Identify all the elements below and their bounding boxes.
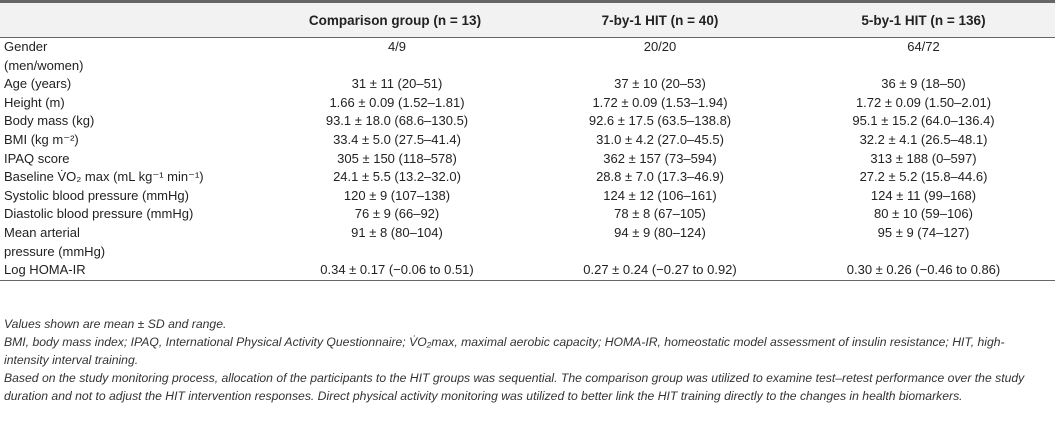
cell-hit7: 31.0 ± 4.2 (27.0–45.5) [596, 131, 724, 147]
cell-comparison: 4/9 [387, 39, 407, 54]
cell-hit7: 0.27 ± 0.24 (−0.27 to 0.92) [528, 261, 792, 281]
cell-comparison: 120 ± 9 (107–138) [343, 187, 451, 203]
cell-hit5: 95 ± 9 (74–127) [877, 224, 970, 240]
cell-hit7: 78 ± 8 (67–105) [614, 206, 706, 222]
row-label: Height (m) [4, 94, 65, 110]
cell-comparison: 24.1 ± 5.5 (13.2–32.0) [333, 169, 461, 185]
row-label: Age (years) [4, 76, 72, 92]
footnote: BMI, body mass index; IPAQ, Internationa… [4, 335, 1005, 367]
cell-comparison: 93.1 ± 18.0 (68.6–130.5) [325, 113, 469, 129]
cell-hit7: 1.72 ± 0.09 (1.53–1.94) [592, 94, 728, 110]
row-label: Systolic blood pressure (mmHg) [4, 187, 189, 203]
cell-hit7: 20/20 [643, 39, 677, 54]
table-header-row: Comparison group (n = 13) 7-by-1 HIT (n =… [0, 3, 1055, 38]
table-row: BMI (kg m⁻²) 33.4 ± 5.0 (27.5–41.4) 31.0 ±… [0, 131, 1055, 150]
table-body: Gender (men/women) 4/9 20/20 64/72 Age (year… [0, 38, 1055, 281]
table-row: Body mass (kg) 93.1 ± 18.0 (68.6–130.5) 92… [0, 112, 1055, 131]
table-row: Diastolic blood pressure (mmHg) 76 ± 9 (6… [0, 205, 1055, 224]
table-row: Height (m) 1.66 ± 0.09 (1.52–1.81) 1.72 ± … [0, 94, 1055, 113]
cell-hit7: 37 ± 10 (20–53) [614, 76, 706, 92]
cell-hit5: 27.2 ± 5.2 (15.8–44.6) [859, 169, 988, 185]
cell-hit5: 124 ± 11 (99–168) [870, 187, 977, 203]
column-header-label [0, 3, 262, 38]
cell-comparison: 305 ± 150 (118–578) [337, 150, 457, 166]
cell-hit5: 32.2 ± 4.1 (26.5–48.1) [859, 131, 988, 147]
table-row: Mean arterial pressure (mmHg) 91 ± 8 (80–… [0, 224, 1055, 261]
top-rule [0, 0, 1055, 3]
table-row: Baseline V̇O₂ max (mL kg⁻¹ min⁻¹) 24.1 ± … [0, 168, 1055, 187]
cell-comparison: 33.4 ± 5.0 (27.5–41.4) [333, 131, 461, 147]
row-label: BMI (kg m⁻²) [4, 131, 79, 147]
cell-comparison: 0.34 ± 0.17 (−0.06 to 0.51) [262, 261, 528, 281]
column-header-comparison: Comparison group (n = 13) [262, 3, 528, 38]
row-label: Mean arterial pressure (mmHg) [4, 224, 106, 259]
row-label: Body mass (kg) [4, 113, 95, 129]
cell-comparison: 1.66 ± 0.09 (1.52–1.81) [329, 94, 465, 110]
cell-comparison: 91 ± 8 (80–104) [351, 224, 443, 240]
table-row: Age (years) 31 ± 11 (20–51) 37 ± 10 (20–53… [0, 75, 1055, 94]
cell-hit5: 95.1 ± 15.2 (64.0–136.4) [852, 113, 995, 129]
row-label: Log HOMA-IR [0, 261, 262, 281]
cell-hit5: 0.30 ± 0.26 (−0.46 to 0.86) [792, 261, 1055, 281]
cell-hit7: 94 ± 9 (80–124) [614, 224, 706, 240]
cell-hit7: 124 ± 12 (106–161) [603, 187, 717, 203]
row-label: IPAQ score [4, 150, 70, 166]
cell-hit5: 36 ± 9 (18–50) [881, 76, 966, 92]
cell-comparison: 76 ± 9 (66–92) [354, 206, 440, 222]
column-header-hit7: 7-by-1 HIT (n = 40) [528, 3, 792, 38]
table-row: IPAQ score 305 ± 150 (118–578) 362 ± 157 (… [0, 150, 1055, 169]
cell-hit5: 64/72 [907, 39, 940, 54]
characteristics-table: Comparison group (n = 13) 7-by-1 HIT (n =… [0, 3, 1055, 281]
cell-comparison: 31 ± 11 (20–51) [351, 76, 443, 92]
table-row: Systolic blood pressure (mmHg) 120 ± 9 (1… [0, 187, 1055, 206]
cell-hit5: 80 ± 10 (59–106) [874, 206, 973, 222]
cell-hit7: 362 ± 157 (73–594) [603, 150, 717, 166]
cell-hit5: 1.72 ± 0.09 (1.50–2.01) [855, 94, 992, 110]
table-row: Log HOMA-IR 0.34 ± 0.17 (−0.06 to 0.51) 0.… [0, 261, 1055, 281]
cell-hit5: 313 ± 188 (0–597) [870, 150, 977, 166]
row-label: Baseline V̇O₂ max (mL kg⁻¹ min⁻¹) [4, 169, 204, 185]
footnote: Values shown are mean ± SD and range. [4, 317, 227, 331]
table-row: Gender (men/women) 4/9 20/20 64/72 [0, 38, 1055, 76]
footnote: Based on the study monitoring process, a… [4, 371, 1025, 403]
table-footnotes: Values shown are mean ± SD and range. BMI… [4, 315, 1044, 405]
row-label: Diastolic blood pressure (mmHg) [4, 206, 194, 222]
column-header-hit5: 5-by-1 HIT (n = 136) [792, 3, 1055, 38]
cell-hit7: 28.8 ± 7.0 (17.3–46.9) [596, 169, 724, 185]
cell-hit7: 92.6 ± 17.5 (63.5–138.8) [588, 113, 732, 129]
row-label: Gender (men/women) [4, 39, 84, 73]
